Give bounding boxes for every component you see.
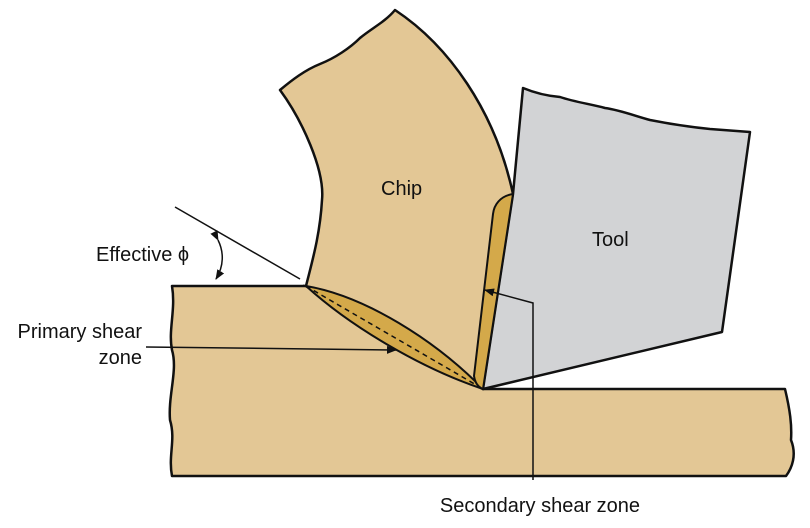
primary-shear-label-line1: Primary shear xyxy=(18,321,143,343)
shear-angle-arc xyxy=(210,230,225,280)
secondary-shear-leader xyxy=(484,288,534,480)
workpiece xyxy=(168,284,795,478)
tool xyxy=(481,86,752,391)
shear-plane-line xyxy=(305,285,484,390)
chip-label: Chip xyxy=(381,178,422,200)
shear-angle-reference-line xyxy=(174,206,301,280)
primary-shear-label-line2: zone xyxy=(99,347,142,369)
primary-shear-leader xyxy=(145,345,397,354)
tool-label: Tool xyxy=(592,229,629,251)
effective-phi-label: Effective ϕ xyxy=(96,244,189,266)
secondary-shear-label: Secondary shear zone xyxy=(440,495,640,517)
